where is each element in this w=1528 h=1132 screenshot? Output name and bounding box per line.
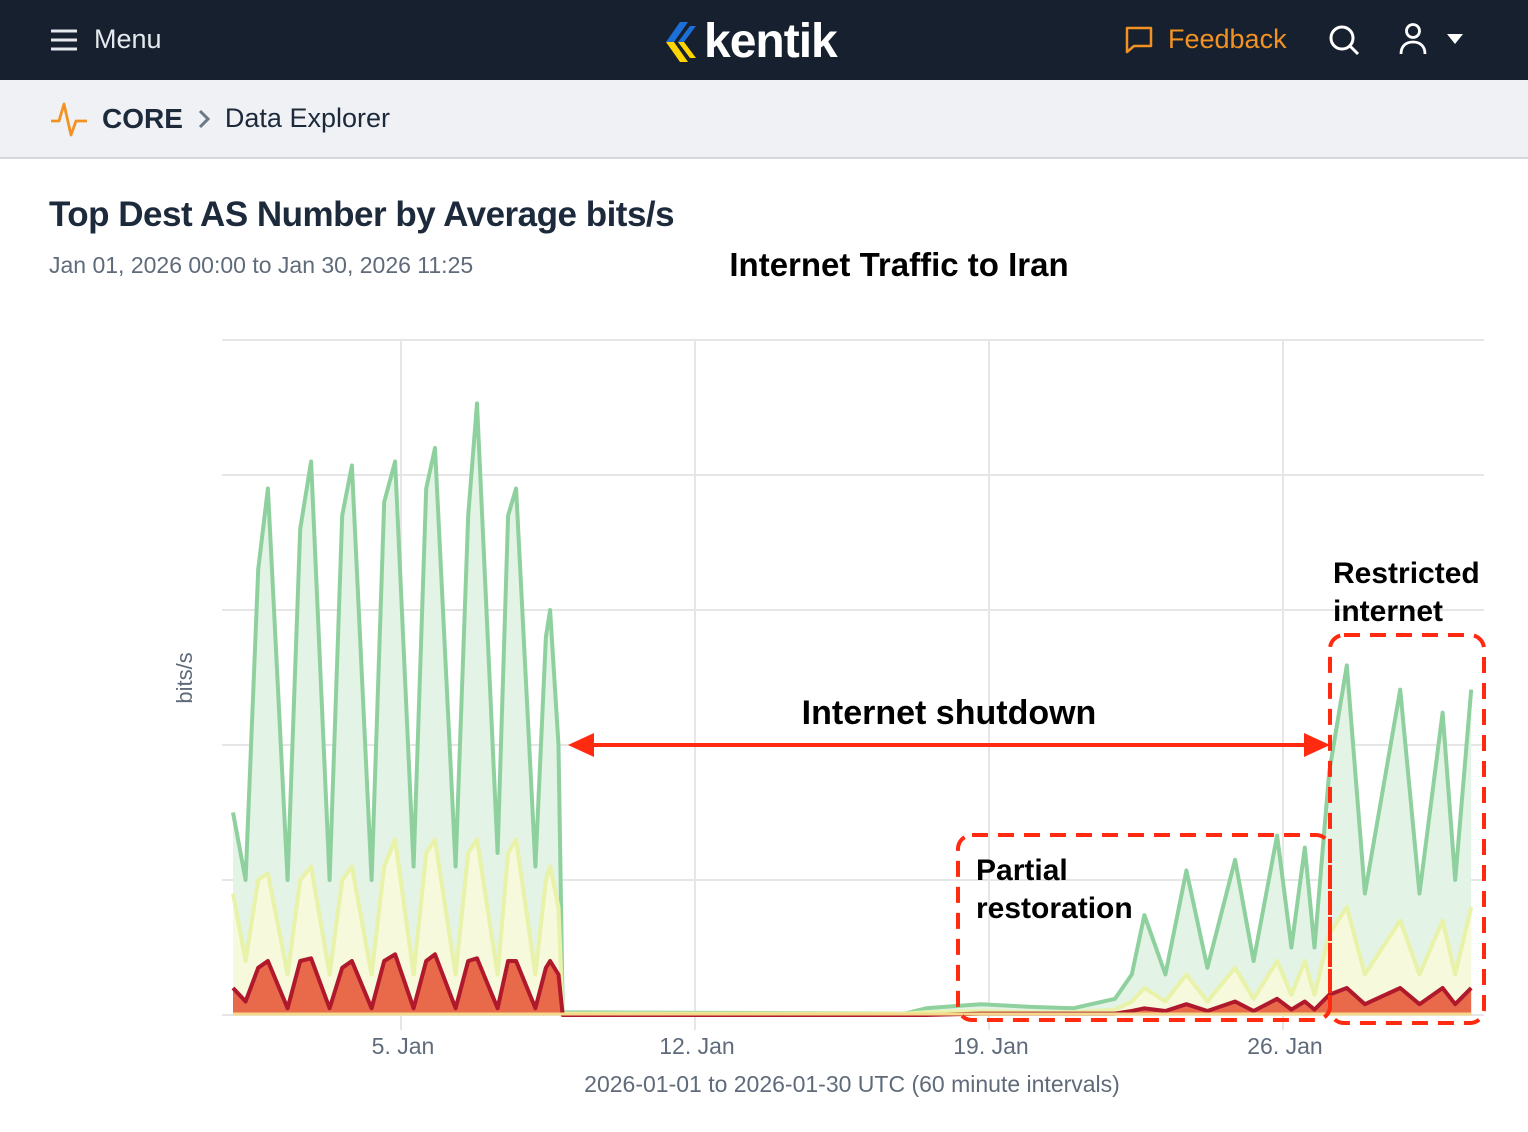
x-tick-label: 5. Jan bbox=[372, 1033, 435, 1059]
restricted-internet-box bbox=[1328, 633, 1486, 1025]
y-axis-label: bits/s bbox=[172, 652, 197, 703]
series-total-line bbox=[231, 401, 1474, 1016]
x-ticks: 5. Jan 12. Jan 19. Jan 26. Jan bbox=[372, 1033, 1323, 1059]
hamburger-icon bbox=[51, 29, 77, 50]
logo-chevron-icon bbox=[666, 21, 696, 62]
x-tick-label: 12. Jan bbox=[659, 1033, 734, 1059]
user-icon bbox=[1399, 23, 1427, 55]
menu-button[interactable]: Menu bbox=[50, 24, 162, 55]
x-axis-label: 2026-01-01 to 2026-01-30 UTC (60 minute … bbox=[584, 1071, 1120, 1097]
date-range: Jan 01, 2026 00:00 to Jan 30, 2026 11:25 bbox=[49, 252, 474, 278]
breadcrumb-page: Data Explorer bbox=[224, 103, 390, 133]
annotations: Internet shutdown Partial restoration Res… bbox=[568, 557, 1486, 1025]
annotation-partial: Partial restoration bbox=[976, 854, 1133, 925]
series-lower-stack-area bbox=[233, 954, 1472, 1015]
top-nav-bar: Menu kentik Feedback bbox=[0, 0, 1528, 80]
feedback-button[interactable]: Feedback bbox=[1124, 24, 1287, 55]
chevron-right-icon bbox=[198, 109, 211, 128]
search-icon[interactable] bbox=[1328, 24, 1360, 56]
series-total-area bbox=[233, 403, 1472, 1015]
chat-bubble-icon bbox=[1125, 26, 1153, 53]
caret-down-icon bbox=[1447, 34, 1463, 44]
user-menu-button[interactable] bbox=[1398, 22, 1464, 56]
arrow-head-right bbox=[1304, 733, 1330, 757]
annotation-restricted: Restricted internet bbox=[1333, 557, 1480, 628]
series-secondary-area bbox=[233, 839, 1472, 1015]
page-title: Top Dest AS Number by Average bits/s bbox=[49, 195, 675, 234]
series-secondary-line bbox=[231, 837, 1474, 1016]
feedback-label: Feedback bbox=[1168, 24, 1287, 54]
kentik-logo[interactable]: kentik bbox=[658, 14, 838, 69]
x-tick-label: 19. Jan bbox=[953, 1033, 1028, 1059]
arrow-head-left bbox=[568, 733, 594, 757]
menu-label: Menu bbox=[94, 24, 162, 54]
breadcrumb: CORE Data Explorer bbox=[0, 80, 1528, 159]
pulse-icon bbox=[51, 102, 87, 136]
breadcrumb-core[interactable]: CORE bbox=[102, 102, 183, 134]
series-lower-stack-line bbox=[231, 952, 1473, 1017]
annotation-shutdown: Internet shutdown bbox=[802, 694, 1097, 732]
chart-areas bbox=[231, 401, 1474, 1017]
logo-text: kentik bbox=[704, 15, 838, 68]
x-tick-label: 26. Jan bbox=[1247, 1033, 1322, 1059]
chart-title: Internet Traffic to Iran bbox=[729, 246, 1068, 283]
